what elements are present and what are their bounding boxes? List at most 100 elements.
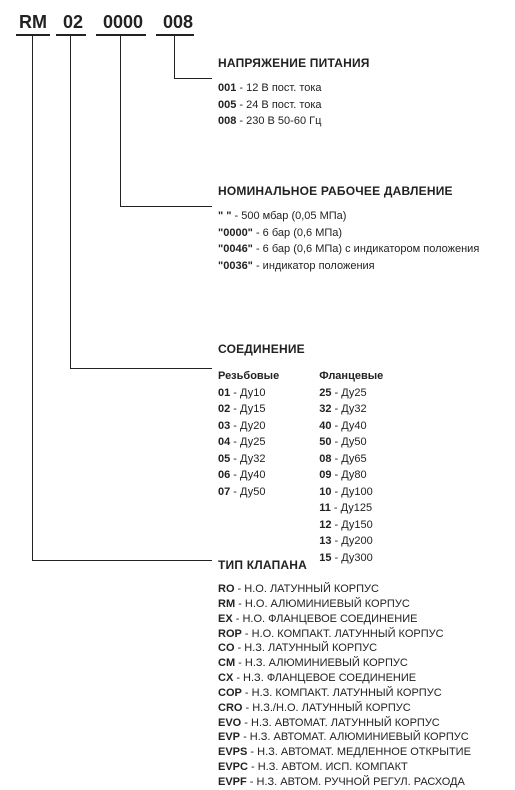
drop-line-2 bbox=[70, 36, 71, 368]
valve-item: EVO - Н.З. АВТОМАТ. ЛАТУННЫЙ КОРПУС bbox=[218, 716, 471, 731]
drop-line-3 bbox=[32, 36, 33, 560]
connection-cell: 11 - Ду125 bbox=[319, 500, 383, 517]
code-underline-0 bbox=[16, 34, 50, 36]
valve-item: EX - Н.О. ФЛАНЦЕВОЕ СОЕДИНЕНИЕ bbox=[218, 612, 471, 627]
connection-cell: 32 - Ду32 bbox=[319, 401, 383, 418]
pressure-item-code: "0036" bbox=[218, 260, 253, 272]
connection-cell: 10 - Ду100 bbox=[319, 484, 383, 501]
drop-line-1 bbox=[120, 36, 121, 206]
connection-cell: 05 - Ду32 bbox=[218, 451, 319, 468]
connection-code: 03 bbox=[218, 420, 230, 432]
connection-code: 12 bbox=[319, 519, 331, 531]
drop-line-0 bbox=[174, 36, 175, 78]
connection-code: 10 bbox=[319, 486, 331, 498]
code-seg-1: 02 bbox=[58, 12, 88, 33]
valve-title: ТИП КЛАПАНА bbox=[218, 558, 307, 572]
connection-code: 40 bbox=[319, 420, 331, 432]
valve-item: EVP - Н.З. АВТОМАТ. АЛЮМИНИЕВЫЙ КОРПУС bbox=[218, 730, 471, 745]
connection-code: 50 bbox=[319, 436, 331, 448]
valve-item: CRO - Н.З./Н.О. ЛАТУННЫЙ КОРПУС bbox=[218, 701, 471, 716]
supply-item: 001 - 12 В пост. тока bbox=[218, 80, 322, 97]
connection-code: 13 bbox=[319, 535, 331, 547]
connection-cell: 06 - Ду40 bbox=[218, 467, 319, 484]
connection-code: 01 bbox=[218, 387, 230, 399]
connection-cell: 09 - Ду80 bbox=[319, 467, 383, 484]
pressure-block: " " - 500 мбар (0,05 МПа)"0000" - 6 бар … bbox=[218, 208, 479, 274]
valve-item-code: EVO bbox=[218, 717, 241, 729]
connection-cell: 01 - Ду10 bbox=[218, 385, 319, 402]
valve-item-code: COP bbox=[218, 687, 242, 699]
valve-item-code: EVP bbox=[218, 731, 240, 743]
supply-item: 005 - 24 В пост. тока bbox=[218, 97, 322, 114]
supply-item: 008 - 230 В 50-60 Гц bbox=[218, 113, 322, 130]
valve-item: EVPF - Н.З. АВТОМ. РУЧНОЙ РЕГУЛ. РАСХОДА bbox=[218, 775, 471, 790]
connection-title: СОЕДИНЕНИЕ bbox=[218, 342, 305, 356]
connection-code: 06 bbox=[218, 469, 230, 481]
pressure-item: " " - 500 мбар (0,05 МПа) bbox=[218, 208, 479, 225]
code-underline-1 bbox=[56, 34, 86, 36]
connection-col1-head: Резьбовые bbox=[218, 368, 319, 385]
valve-item: CO - Н.З. ЛАТУННЫЙ КОРПУС bbox=[218, 641, 471, 656]
code-seg-2: 0000 bbox=[98, 12, 148, 33]
pressure-item-code: " " bbox=[218, 210, 232, 222]
valve-item-code: EVPS bbox=[218, 746, 247, 758]
connector-line-0 bbox=[174, 78, 212, 79]
connection-cell: 40 - Ду40 bbox=[319, 418, 383, 435]
valve-item-code: EVPC bbox=[218, 761, 248, 773]
connection-code: 05 bbox=[218, 453, 230, 465]
valve-item: ROP - Н.О. КОМПАКТ. ЛАТУННЫЙ КОРПУС bbox=[218, 627, 471, 642]
connector-line-1 bbox=[120, 206, 212, 207]
valve-block: RO - Н.О. ЛАТУННЫЙ КОРПУСRM - Н.О. АЛЮМИ… bbox=[218, 582, 471, 790]
connection-code: 32 bbox=[319, 403, 331, 415]
connector-line-3 bbox=[32, 560, 212, 561]
valve-item-code: CO bbox=[218, 642, 235, 654]
connection-code: 15 bbox=[319, 552, 331, 564]
supply-title: НАПРЯЖЕНИЕ ПИТАНИЯ bbox=[218, 56, 370, 70]
connection-cell: 50 - Ду50 bbox=[319, 434, 383, 451]
connection-cell bbox=[218, 500, 319, 517]
pressure-item-code: "0046" bbox=[218, 243, 253, 255]
connection-code: 09 bbox=[319, 469, 331, 481]
valve-item-code: ROP bbox=[218, 628, 242, 640]
connection-code: 25 bbox=[319, 387, 331, 399]
connection-block: РезьбовыеФланцевые01 - Ду1025 - Ду2502 -… bbox=[218, 368, 383, 566]
valve-item-code: RM bbox=[218, 598, 235, 610]
connection-cell: 08 - Ду65 bbox=[319, 451, 383, 468]
code-seg-0: RM bbox=[18, 12, 48, 33]
pressure-item-code: "0000" bbox=[218, 227, 253, 239]
connection-cell: 13 - Ду200 bbox=[319, 533, 383, 550]
valve-item: CM - Н.З. АЛЮМИНИЕВЫЙ КОРПУС bbox=[218, 656, 471, 671]
code-underline-3 bbox=[156, 34, 194, 36]
connection-code: 07 bbox=[218, 486, 230, 498]
supply-item-code: 005 bbox=[218, 99, 236, 111]
valve-item: EVPC - Н.З. АВТОМ. ИСП. КОМПАКТ bbox=[218, 760, 471, 775]
supply-item-code: 008 bbox=[218, 115, 236, 127]
pressure-item: "0036" - индикатор положения bbox=[218, 258, 479, 275]
valve-item: COP - Н.З. КОМПАКТ. ЛАТУННЫЙ КОРПУС bbox=[218, 686, 471, 701]
valve-item: CX - Н.З. ФЛАНЦЕВОЕ СОЕДИНЕНИЕ bbox=[218, 671, 471, 686]
connection-cell bbox=[218, 533, 319, 550]
valve-item: EVPS - Н.З. АВТОМАТ. МЕДЛЕННОЕ ОТКРЫТИЕ bbox=[218, 745, 471, 760]
pressure-title: НОМИНАЛЬНОЕ РАБОЧЕЕ ДАВЛЕНИЕ bbox=[218, 184, 453, 198]
valve-item-code: CRO bbox=[218, 702, 242, 714]
connection-code: 04 bbox=[218, 436, 230, 448]
connection-col2-head: Фланцевые bbox=[319, 368, 383, 385]
valve-item-code: EX bbox=[218, 613, 233, 625]
connection-cell bbox=[218, 517, 319, 534]
valve-item-code: RO bbox=[218, 583, 235, 595]
supply-block: 001 - 12 В пост. тока005 - 24 В пост. то… bbox=[218, 80, 322, 130]
code-underline-2 bbox=[96, 34, 146, 36]
supply-item-code: 001 bbox=[218, 82, 236, 94]
connector-line-2 bbox=[70, 368, 212, 369]
valve-item-code: CM bbox=[218, 657, 235, 669]
pressure-item: "0000" - 6 бар (0,6 МПа) bbox=[218, 225, 479, 242]
pressure-item: "0046" - 6 бар (0,6 МПа) с индикатором п… bbox=[218, 241, 479, 258]
connection-code: 08 bbox=[319, 453, 331, 465]
connection-cell: 07 - Ду50 bbox=[218, 484, 319, 501]
connection-table: РезьбовыеФланцевые01 - Ду1025 - Ду2502 -… bbox=[218, 368, 383, 566]
page: RM 02 0000 008 НАПРЯЖЕНИЕ ПИТАНИЯ 001 - 12 В … bbox=[0, 0, 515, 717]
valve-item: RM - Н.О. АЛЮМИНИЕВЫЙ КОРПУС bbox=[218, 597, 471, 612]
connection-cell: 02 - Ду15 bbox=[218, 401, 319, 418]
connection-cell: 15 - Ду300 bbox=[319, 550, 383, 567]
connection-code: 02 bbox=[218, 403, 230, 415]
